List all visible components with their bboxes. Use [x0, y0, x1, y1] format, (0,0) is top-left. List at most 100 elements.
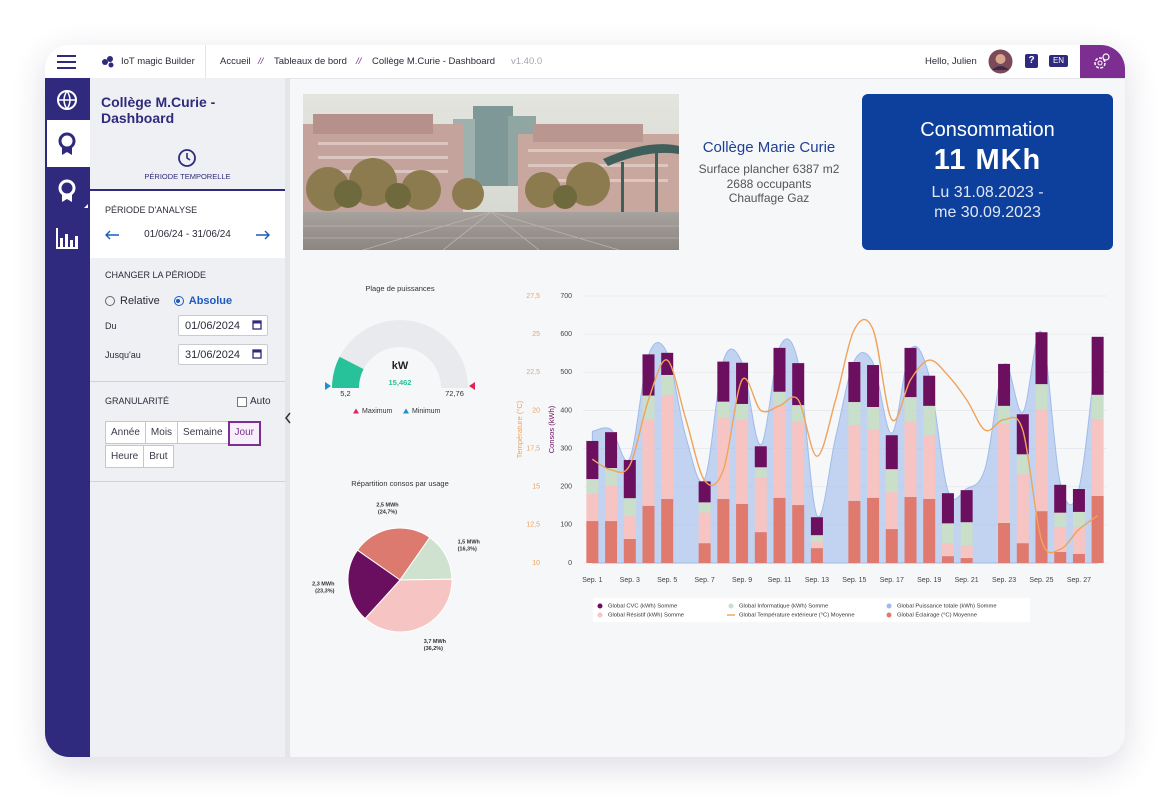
- pie-slice: [399, 536, 453, 581]
- top-bar: [45, 45, 1125, 79]
- language-button[interactable]: EN: [1049, 55, 1068, 67]
- date-value: 01/06/2024: [185, 320, 241, 332]
- x-tick-label: Sep. 21: [955, 577, 979, 584]
- granularity-button[interactable]: Semaine: [177, 421, 229, 444]
- bar-segment: [1035, 332, 1048, 385]
- gauge-track: [332, 320, 468, 388]
- bar-segment: [792, 421, 805, 506]
- greeting: Hello, Julien: [925, 56, 977, 67]
- data-label: (24,7%): [378, 510, 397, 516]
- legend-label: Global Résistif (kWh) Somme: [608, 613, 684, 619]
- collapse-handle[interactable]: [285, 412, 291, 424]
- date-value: 31/06/2024: [185, 349, 241, 361]
- panel-tab[interactable]: PÉRIODE TEMPORELLE: [144, 172, 231, 181]
- legend-label: Maximum: [362, 408, 393, 415]
- granularity-button[interactable]: Brut: [143, 445, 174, 468]
- nav-active[interactable]: [47, 120, 90, 167]
- bar-segment: [1016, 454, 1029, 475]
- bar-segment: [848, 361, 861, 403]
- previous-button[interactable]: [104, 229, 120, 241]
- section-label: CHANGER LA PÉRIODE: [105, 270, 207, 280]
- date-input[interactable]: 31/06/2024: [178, 344, 268, 365]
- tab-underline: [90, 189, 285, 191]
- breadcrumb-current: Collège M.Curie - Dashboard: [372, 56, 496, 67]
- bar-segment: [885, 529, 898, 563]
- bar-segment: [1016, 414, 1029, 455]
- breadcrumb-separator: //: [356, 56, 362, 67]
- kpi-value: 11 MKh: [933, 144, 1042, 176]
- legend-label: Global Informatique (kWh) Somme: [739, 604, 828, 610]
- breadcrumb-link[interactable]: Accueil: [220, 56, 251, 67]
- help-button[interactable]: ?: [1025, 54, 1038, 68]
- granularity-buttons: Année Mois Semaine JourHeure Brut: [105, 421, 265, 468]
- radio-dot[interactable]: [173, 296, 184, 306]
- x-tick-label: Sep. 5: [657, 577, 677, 584]
- y2-tick-label: 20: [532, 407, 540, 414]
- checkbox[interactable]: [237, 396, 247, 407]
- nav-award[interactable]: [58, 179, 76, 202]
- radio-option[interactable]: Absolue: [173, 295, 232, 307]
- clock-icon: [178, 149, 196, 167]
- x-tick-label: Sep. 23: [992, 577, 1016, 584]
- menu-button[interactable]: [56, 54, 78, 70]
- divider: [90, 481, 285, 482]
- bar-segment: [773, 404, 786, 498]
- x-tick-label: Sep. 7: [695, 577, 715, 584]
- bar-segment: [661, 374, 674, 395]
- x-tick-label: Sep. 1: [582, 577, 602, 584]
- bar-segment: [1016, 474, 1029, 544]
- y2-tick-label: 12,5: [526, 522, 540, 529]
- next-button[interactable]: [255, 229, 271, 241]
- y2-tick-label: 25: [532, 331, 540, 338]
- y-tick-label: 0: [568, 560, 572, 567]
- bar-segment: [717, 498, 730, 563]
- y-tick-label: 500: [560, 369, 572, 376]
- y-tick-label: 400: [560, 407, 572, 414]
- y-tick-label: 200: [560, 484, 572, 491]
- breadcrumb-link[interactable]: Tableaux de bord: [274, 56, 347, 67]
- bar-segment: [698, 502, 711, 513]
- legend-marker: [597, 603, 603, 609]
- bar-segment: [923, 375, 936, 406]
- bar-segment: [773, 391, 786, 405]
- bar-segment: [998, 423, 1011, 523]
- nav-chart[interactable]: [56, 228, 78, 249]
- granularity-button[interactable]: Jour: [227, 421, 261, 446]
- divider: [90, 381, 285, 382]
- y2-tick-label: 10: [532, 560, 540, 567]
- y2-axis-title: Température (°C): [515, 400, 524, 458]
- bar-segment: [1054, 551, 1067, 563]
- date-input[interactable]: 01/06/2024: [178, 315, 268, 336]
- legend-box: [593, 598, 1030, 622]
- gauge-max-label: 72,76: [445, 389, 464, 398]
- bar-segment: [736, 419, 749, 504]
- settings-button[interactable]: [1080, 45, 1125, 78]
- y2-tick-label: 27,5: [526, 293, 540, 300]
- data-label: (36,2%): [424, 646, 443, 652]
- bar-segment: [1091, 336, 1104, 395]
- auto-checkbox[interactable]: Auto: [237, 396, 271, 407]
- data-label: (23,3%): [315, 588, 334, 594]
- analysis-section: [90, 191, 285, 258]
- gauge-min-label: 5,2: [340, 389, 350, 398]
- panel-splitter[interactable]: [285, 78, 290, 757]
- bar-segment: [960, 490, 973, 523]
- nav-award-active[interactable]: [58, 132, 76, 155]
- bar-segment: [642, 395, 655, 420]
- radio-dot[interactable]: [105, 296, 115, 306]
- bar-segment: [885, 492, 898, 530]
- x-tick-label: Sep. 13: [805, 577, 829, 584]
- bar-segment: [717, 417, 730, 499]
- bar-segment: [698, 481, 711, 503]
- radio-option[interactable]: Relative: [105, 295, 160, 307]
- kpi-period-line: me 30.09.2023: [934, 204, 1041, 221]
- data-label: 2,5 MWh: [376, 503, 399, 509]
- avatar[interactable]: [988, 49, 1013, 74]
- bar-segment: [661, 394, 674, 499]
- bar-segment: [998, 363, 1011, 406]
- nav-globe[interactable]: [57, 90, 77, 111]
- bar-segment: [623, 516, 636, 539]
- bar-segment: [867, 406, 880, 430]
- gauge-max-marker: [469, 382, 475, 390]
